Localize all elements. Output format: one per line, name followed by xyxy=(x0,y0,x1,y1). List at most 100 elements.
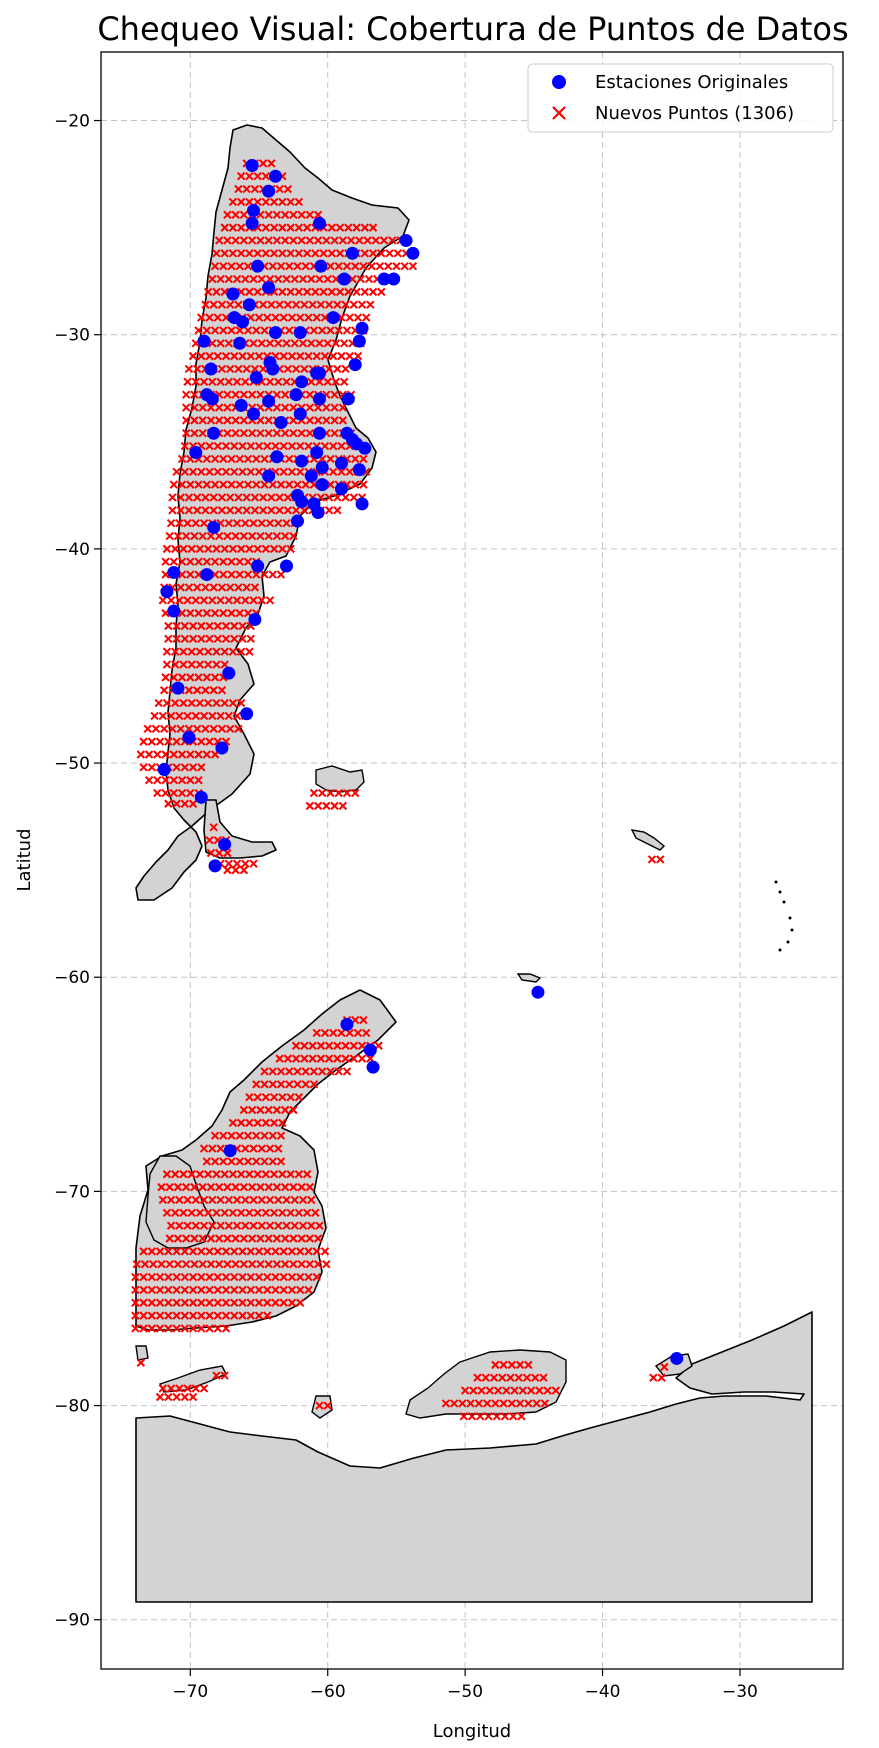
new-point-470 xyxy=(169,480,179,489)
new-point-937 xyxy=(302,1170,312,1179)
y-tick-label-1: −30 xyxy=(54,326,90,346)
new-point-1141 xyxy=(263,1298,272,1307)
new-point-938 xyxy=(157,1182,166,1192)
station-point-46 xyxy=(312,426,326,440)
new-point-415 xyxy=(296,441,305,451)
new-point-885 xyxy=(236,1118,246,1128)
new-point-921 xyxy=(170,1170,180,1179)
new-point-741 xyxy=(217,724,227,733)
new-point-6 xyxy=(253,172,262,181)
new-point-232 xyxy=(326,326,335,335)
new-point-1129 xyxy=(164,1298,173,1307)
new-point-453 xyxy=(230,467,239,476)
new-point-539 xyxy=(166,518,176,528)
new-point-1231 xyxy=(467,1412,477,1421)
new-point-943 xyxy=(198,1182,207,1192)
new-point-446 xyxy=(172,467,181,476)
new-point-1215 xyxy=(543,1386,552,1395)
new-point-958 xyxy=(166,1195,176,1205)
new-point-61 xyxy=(247,236,257,245)
new-point-119 xyxy=(334,261,343,271)
new-point-994 xyxy=(311,1208,320,1218)
station-point-67 xyxy=(207,520,221,534)
new-point-1102 xyxy=(312,1272,321,1282)
new-point-571 xyxy=(162,544,172,554)
new-point-1217 xyxy=(441,1399,451,1408)
new-point-1023 xyxy=(239,1234,249,1243)
new-point-784 xyxy=(186,788,195,798)
new-point-557 xyxy=(181,531,191,541)
new-point-707 xyxy=(209,686,218,695)
new-point-963 xyxy=(208,1195,217,1205)
new-point-283 xyxy=(217,364,227,374)
new-point-1004 xyxy=(241,1221,250,1230)
new-point-386 xyxy=(231,429,240,438)
new-point-10 xyxy=(234,184,243,194)
new-point-1091 xyxy=(221,1272,231,1282)
new-point-616 xyxy=(176,583,185,592)
new-point-175 xyxy=(209,300,218,309)
new-point-584 xyxy=(269,544,279,554)
new-point-1153 xyxy=(188,1311,198,1320)
new-point-303 xyxy=(216,377,225,387)
landmass-south-orkney xyxy=(516,973,542,983)
new-point-719 xyxy=(236,698,246,708)
new-point-1227 xyxy=(524,1399,533,1408)
new-point-492 xyxy=(350,480,360,489)
new-point-773 xyxy=(144,775,154,785)
new-point-606 xyxy=(219,570,228,579)
new-point-1203 xyxy=(531,1373,540,1382)
new-point-849 xyxy=(357,1054,367,1063)
new-point-701 xyxy=(160,686,169,695)
new-point-420 xyxy=(337,441,346,451)
new-point-177 xyxy=(225,300,235,309)
new-point-888 xyxy=(261,1118,271,1128)
new-point-1069 xyxy=(239,1260,249,1269)
new-point-264 xyxy=(238,351,247,361)
new-point-617 xyxy=(184,583,194,592)
new-point-254 xyxy=(331,339,341,348)
new-point-1207 xyxy=(477,1386,486,1395)
new-point-788 xyxy=(180,799,190,808)
new-point-829 xyxy=(300,1041,309,1050)
new-point-558 xyxy=(190,531,199,541)
new-point-832 xyxy=(324,1041,334,1050)
new-point-1096 xyxy=(263,1272,272,1282)
station-point-11 xyxy=(377,272,391,286)
new-point-992 xyxy=(294,1208,304,1218)
new-point-1176 xyxy=(212,1371,221,1380)
y-tick-label-4: −60 xyxy=(54,968,90,988)
new-point-1115 xyxy=(230,1285,239,1295)
new-point-720 xyxy=(150,711,159,721)
station-point-39 xyxy=(341,392,355,406)
new-point-68 xyxy=(305,236,315,245)
new-point-538 xyxy=(333,506,342,515)
station-point-65 xyxy=(311,505,325,519)
new-point-874 xyxy=(278,1092,287,1102)
new-point-380 xyxy=(181,429,191,438)
new-point-1137 xyxy=(230,1298,239,1307)
new-point-1214 xyxy=(535,1386,544,1395)
new-point-748 xyxy=(172,737,181,746)
new-point-111 xyxy=(268,261,277,271)
new-point-770 xyxy=(180,763,190,772)
new-point-207 xyxy=(296,313,305,322)
new-point-537 xyxy=(324,506,334,515)
new-point-1068 xyxy=(231,1260,240,1269)
new-point-28 xyxy=(239,210,249,219)
new-point-71 xyxy=(330,236,339,245)
new-point-75 xyxy=(363,236,372,245)
new-point-32 xyxy=(272,210,282,219)
new-point-208 xyxy=(304,313,313,322)
new-point-728 xyxy=(216,711,225,721)
new-point-666 xyxy=(188,634,198,644)
new-point-668 xyxy=(205,634,214,644)
new-point-66 xyxy=(289,236,298,245)
new-point-771 xyxy=(188,763,198,772)
new-point-913 xyxy=(227,1157,236,1166)
new-point-851 xyxy=(260,1067,269,1076)
new-point-1039 xyxy=(188,1247,198,1256)
station-point-23 xyxy=(197,334,211,348)
new-point-63 xyxy=(264,236,273,245)
new-point-47 xyxy=(294,223,304,232)
